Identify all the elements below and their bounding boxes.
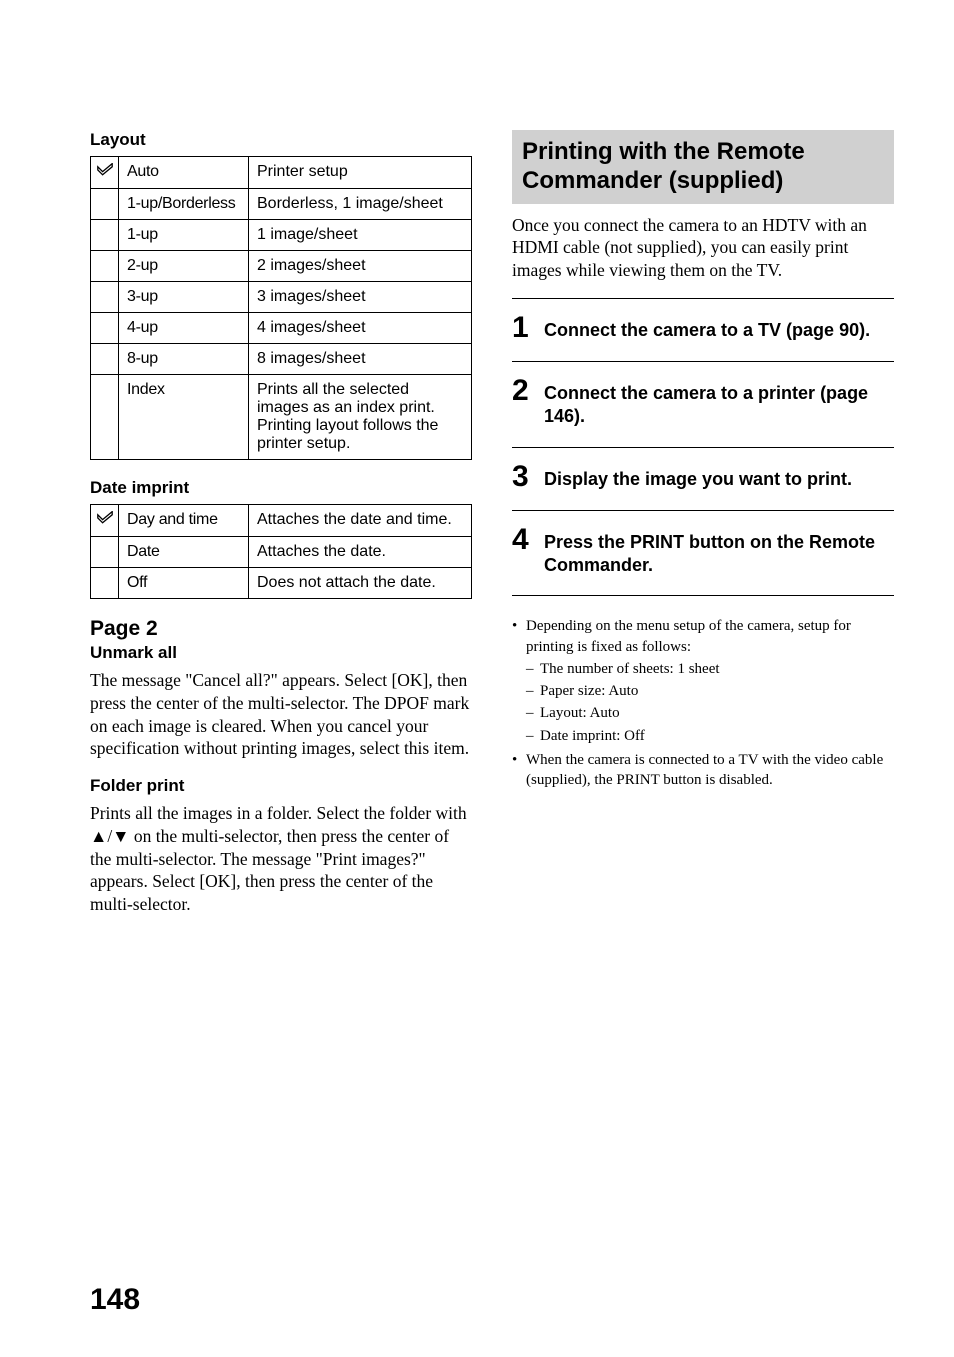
table-row: 8-up8 images/sheet xyxy=(91,344,472,375)
option-desc: Prints all the selected images as an ind… xyxy=(249,375,472,460)
note-item: Depending on the menu setup of the camer… xyxy=(512,616,894,746)
note-item: When the camera is connected to a TV wit… xyxy=(512,750,894,791)
step-item: 3 Display the image you want to print. xyxy=(512,447,894,510)
option-label: Off xyxy=(119,568,249,599)
steps-list: 1 Connect the camera to a TV (page 90). 2C… xyxy=(512,298,894,597)
step-item: 2 Connect the camera to a printer (page 1… xyxy=(512,361,894,447)
step-number: 2 xyxy=(512,376,534,406)
check-cell xyxy=(91,568,119,599)
step-text: Display the image you want to print. xyxy=(544,462,852,491)
option-label: 1-up/Borderless xyxy=(119,189,249,220)
intro-body: Once you connect the camera to an HDTV w… xyxy=(512,214,894,282)
step-number: 1 xyxy=(512,313,534,343)
option-label: Date xyxy=(119,537,249,568)
option-desc: 3 images/sheet xyxy=(249,282,472,313)
option-label: Day and time xyxy=(119,505,249,537)
option-desc: Does not attach the date. xyxy=(249,568,472,599)
table-row: DateAttaches the date. xyxy=(91,537,472,568)
folder-print-heading: Folder print xyxy=(90,776,472,796)
check-cell xyxy=(91,282,119,313)
unmark-all-body: The message "Cancel all?" appears. Selec… xyxy=(90,669,472,760)
check-cell xyxy=(91,189,119,220)
up-down-icon: ▲/▼ xyxy=(90,826,130,846)
unmark-all-heading: Unmark all xyxy=(90,643,472,663)
note-subitem: Layout: Auto xyxy=(526,703,894,723)
folder-body-post: on the multi-selector, then press the ce… xyxy=(90,826,449,914)
step-text: Press the PRINT button on the Remote Com… xyxy=(544,525,894,578)
page2-title: Page 2 xyxy=(90,617,472,641)
check-cell xyxy=(91,375,119,460)
layout-table: AutoPrinter setup1-up/BorderlessBorderle… xyxy=(90,156,472,460)
option-label: Auto xyxy=(119,157,249,189)
step-number: 4 xyxy=(512,525,534,555)
folder-body-pre: Prints all the images in a folder. Selec… xyxy=(90,803,467,823)
check-cell xyxy=(91,313,119,344)
right-column: Printing with the Remote Commander (supp… xyxy=(512,130,894,932)
step-item: 4 Press the PRINT button on the Remote Co… xyxy=(512,510,894,597)
step-item: 1 Connect the camera to a TV (page 90). xyxy=(512,298,894,361)
option-desc: 4 images/sheet xyxy=(249,313,472,344)
option-label: 1-up xyxy=(119,220,249,251)
option-desc: Borderless, 1 image/sheet xyxy=(249,189,472,220)
page-number: 148 xyxy=(90,1283,140,1317)
check-cell xyxy=(91,505,119,537)
option-desc: 2 images/sheet xyxy=(249,251,472,282)
check-cell xyxy=(91,537,119,568)
table-row: 1-up/BorderlessBorderless, 1 image/sheet xyxy=(91,189,472,220)
table-row: 3-up3 images/sheet xyxy=(91,282,472,313)
table-row: OffDoes not attach the date. xyxy=(91,568,472,599)
table-row: 1-up1 image/sheet xyxy=(91,220,472,251)
folder-print-body: Prints all the images in a folder. Selec… xyxy=(90,802,472,916)
date-imprint-heading: Date imprint xyxy=(90,478,472,498)
option-label: 2-up xyxy=(119,251,249,282)
option-desc: 1 image/sheet xyxy=(249,220,472,251)
notes-section: Depending on the menu setup of the camer… xyxy=(512,616,894,790)
left-column: Layout AutoPrinter setup1-up/BorderlessB… xyxy=(90,130,472,932)
check-cell xyxy=(91,344,119,375)
layout-heading: Layout xyxy=(90,130,472,150)
table-row: Day and timeAttaches the date and time. xyxy=(91,505,472,537)
date-imprint-table: Day and timeAttaches the date and time.D… xyxy=(90,504,472,599)
callout-heading: Printing with the Remote Commander (supp… xyxy=(512,130,894,204)
table-row: 2-up2 images/sheet xyxy=(91,251,472,282)
option-desc: 8 images/sheet xyxy=(249,344,472,375)
table-row: AutoPrinter setup xyxy=(91,157,472,189)
step-text: Connect the camera to a printer (page 14… xyxy=(544,376,894,429)
option-label: 4-up xyxy=(119,313,249,344)
option-desc: Printer setup xyxy=(249,157,472,189)
option-desc: Attaches the date. xyxy=(249,537,472,568)
note-subitem: Paper size: Auto xyxy=(526,681,894,701)
option-desc: Attaches the date and time. xyxy=(249,505,472,537)
option-label: 3-up xyxy=(119,282,249,313)
check-cell xyxy=(91,220,119,251)
table-row: IndexPrints all the selected images as a… xyxy=(91,375,472,460)
note-subitem: The number of sheets: 1 sheet xyxy=(526,659,894,679)
check-cell xyxy=(91,251,119,282)
table-row: 4-up4 images/sheet xyxy=(91,313,472,344)
check-cell xyxy=(91,157,119,189)
note-subitem: Date imprint: Off xyxy=(526,726,894,746)
option-label: 8-up xyxy=(119,344,249,375)
option-label: Index xyxy=(119,375,249,460)
step-number: 3 xyxy=(512,462,534,492)
step-text: Connect the camera to a TV (page 90). xyxy=(544,313,870,342)
